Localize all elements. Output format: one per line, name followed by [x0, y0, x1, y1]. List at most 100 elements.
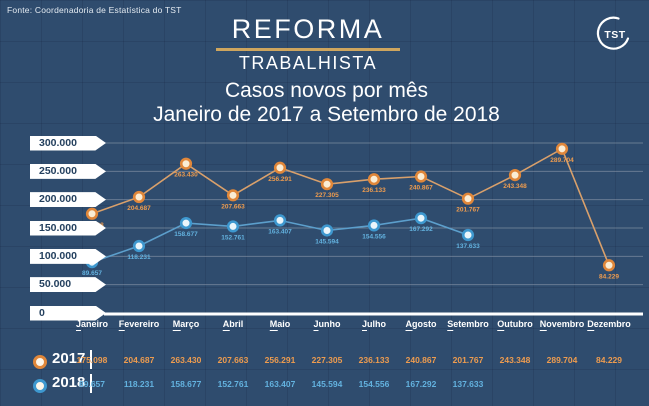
- month-first-letter: M: [172, 319, 181, 331]
- data-label-2017: 263.430: [174, 172, 198, 179]
- month-first-letter: A: [405, 319, 412, 331]
- legend-dot-2017: [33, 355, 47, 369]
- month-first-letter: S: [447, 319, 454, 331]
- data-label-2017: 236.133: [362, 187, 386, 194]
- legend-value-2018-março: 158.677: [170, 379, 202, 389]
- x-axis-label-janeiro: Janeiro: [75, 319, 108, 331]
- legend-year-label: 2018: [52, 374, 86, 391]
- legend-value-2017-maio: 256.291: [264, 355, 296, 365]
- data-point-2018-julho: [367, 219, 381, 232]
- data-point-2017-novembro: [555, 142, 569, 155]
- data-label-2018: 158.677: [174, 231, 198, 238]
- legend-value-2017-julho: 236.133: [358, 355, 390, 365]
- data-label-2017: 207.663: [221, 203, 245, 210]
- data-point-2017-maio: [273, 161, 287, 174]
- data-label-2017: 243.348: [503, 183, 527, 190]
- legend-value-2017-novembro: 289.704: [546, 355, 578, 365]
- month-first-letter: J: [75, 319, 81, 331]
- data-point-2018-abril: [226, 220, 240, 233]
- month-rest: ulho: [367, 319, 387, 329]
- data-point-2018-junho: [320, 224, 334, 237]
- legend-value-2017-setembro: 201.767: [452, 355, 484, 365]
- month-first-letter: N: [539, 319, 547, 331]
- chart-title-line1: Casos novos por mês: [224, 79, 429, 102]
- month-first-letter: F: [118, 319, 125, 331]
- data-label-2017: 289.704: [550, 157, 574, 164]
- legend-value-2017-dezembro: 84.229: [596, 355, 622, 365]
- x-axis-label-outubro: Outubro: [497, 319, 533, 331]
- month-rest: aio: [277, 319, 291, 329]
- y-axis-label: 200.000: [30, 192, 106, 208]
- legend-separator: [90, 374, 92, 393]
- legend-value-2018-setembro: 137.633: [452, 379, 484, 389]
- data-label-2017: 201.767: [456, 207, 480, 214]
- legend-value-2017-março: 263.430: [170, 355, 202, 365]
- source-note: Fonte: Coordenadoria de Estatística do T…: [7, 5, 182, 15]
- data-point-2017-março: [179, 157, 193, 170]
- legend-value-2018-janeiro: 89.657: [79, 379, 105, 389]
- y-axis-label: 150.000: [30, 220, 106, 236]
- x-axis-label-junho: Junho: [313, 319, 341, 331]
- data-label-2018: 154.556: [362, 233, 386, 240]
- data-label-2018: 137.633: [456, 243, 480, 250]
- data-point-2017-fevereiro: [132, 190, 146, 204]
- y-axis-label: 250.000: [30, 163, 106, 179]
- legend-value-2018-abril: 152.761: [217, 379, 249, 389]
- main-title-second-word: TRABALHISTA: [238, 52, 378, 73]
- tst-logo: TST: [596, 16, 630, 50]
- month-rest: utubro: [504, 319, 533, 329]
- month-rest: evereiro: [124, 319, 160, 329]
- month-rest: etembro: [453, 319, 489, 329]
- data-point-2017-agosto: [414, 170, 428, 183]
- data-label-2017: 227.305: [315, 192, 339, 199]
- data-point-2017-janeiro: [85, 207, 99, 220]
- legend-value-2017-fevereiro: 204.687: [123, 355, 155, 365]
- x-axis-label-julho: Julho: [361, 319, 387, 331]
- data-point-2018-março: [179, 216, 193, 230]
- y-axis-label: 300.000: [30, 135, 106, 151]
- chart-title: Casos novos por mês Janeiro de 2017 a Se…: [2, 79, 649, 127]
- month-rest: unho: [318, 319, 341, 329]
- data-label-2018: 152.761: [221, 234, 245, 241]
- month-first-letter: J: [313, 319, 319, 331]
- legend-value-2017-abril: 207.663: [217, 355, 249, 365]
- month-first-letter: O: [497, 319, 505, 331]
- x-axis-label-abril: Abril: [222, 319, 244, 331]
- data-point-2017-outubro: [508, 169, 522, 182]
- month-rest: gosto: [412, 319, 437, 329]
- x-axis-label-setembro: Setembro: [447, 319, 489, 331]
- legend-row-2018: 2018 89.657 118.231 158.677 152.761 163.407 14…: [0, 374, 649, 395]
- data-label-2018: 145.594: [315, 238, 339, 245]
- legend-value-2018-maio: 163.407: [264, 379, 296, 389]
- legend-value-2018-julho: 154.556: [358, 379, 390, 389]
- data-point-2018-setembro: [461, 228, 475, 242]
- legend-dot-2018: [33, 379, 47, 393]
- main-title: REFORMA: [231, 14, 385, 44]
- month-rest: ovembro: [546, 319, 585, 329]
- month-rest: bril: [229, 319, 244, 329]
- x-axis-label-maio: Maio: [269, 319, 291, 331]
- month-first-letter: D: [587, 319, 594, 331]
- legend-value-2018-junho: 145.594: [311, 379, 343, 389]
- data-label-2018: 163.407: [268, 228, 292, 235]
- data-point-2018-agosto: [414, 212, 428, 225]
- data-point-2017-julho: [367, 173, 381, 186]
- tst-logo-arc: [596, 16, 630, 50]
- data-point-2017-abril: [226, 189, 240, 202]
- data-label-2018: 167.292: [409, 226, 433, 233]
- data-point-2018-maio: [273, 214, 287, 227]
- data-label-2017: 84.229: [599, 273, 619, 280]
- month-rest: ezembro: [593, 319, 631, 329]
- tst-logo-text: TST: [604, 29, 625, 41]
- data-label-2017: 240.867: [409, 185, 433, 192]
- month-first-letter: A: [222, 319, 230, 331]
- month-rest: arço: [180, 319, 200, 329]
- data-label-2018: 118.231: [127, 254, 151, 261]
- x-axis-label-agosto: Agosto: [405, 319, 437, 331]
- line-2017: [91, 147, 610, 266]
- legend-separator: [90, 350, 92, 369]
- data-point-2017-dezembro: [602, 259, 616, 272]
- month-first-letter: M: [269, 319, 278, 331]
